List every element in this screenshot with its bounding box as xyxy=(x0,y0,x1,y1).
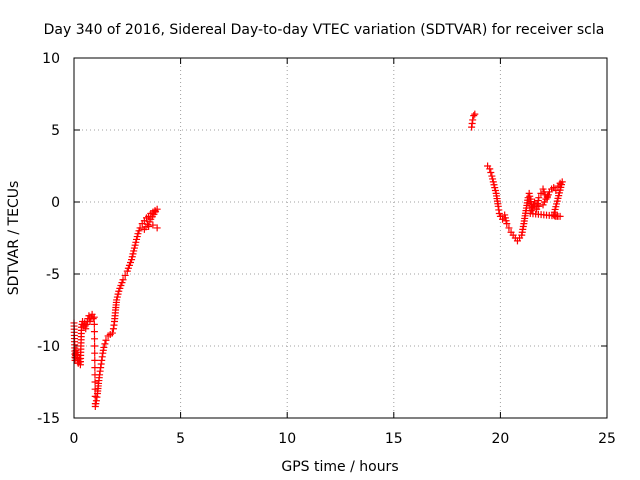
x-tick-label: 5 xyxy=(176,431,185,447)
data-point xyxy=(470,112,478,120)
data-point xyxy=(91,378,99,386)
data-point xyxy=(469,116,477,124)
data-point xyxy=(486,165,494,173)
data-point xyxy=(91,349,99,357)
x-tick-label: 10 xyxy=(278,431,296,447)
data-point xyxy=(136,224,144,232)
data-point xyxy=(90,320,98,328)
y-tick-label: 10 xyxy=(42,51,60,67)
y-tick-label: -10 xyxy=(37,339,60,355)
data-point xyxy=(543,192,551,200)
data-point xyxy=(535,202,543,210)
data-point xyxy=(101,340,109,348)
data-point xyxy=(487,168,495,176)
x-tick-label: 15 xyxy=(385,431,403,447)
data-point xyxy=(531,198,539,206)
chart-title: Day 340 of 2016, Sidereal Day-to-day VTE… xyxy=(44,22,605,38)
data-point xyxy=(535,194,543,202)
data-point xyxy=(140,225,148,233)
x-axis-label: GPS time / hours xyxy=(281,459,398,475)
data-point xyxy=(100,343,108,351)
grid-lines xyxy=(74,58,607,418)
x-tick-label: 0 xyxy=(70,431,79,447)
data-points xyxy=(70,110,566,410)
y-tick-label: 5 xyxy=(51,123,60,139)
plot-frame xyxy=(73,57,608,419)
y-axis-label: SDTVAR / TECUs xyxy=(6,181,22,296)
data-point xyxy=(149,221,157,229)
data-point xyxy=(471,110,479,118)
data-point xyxy=(505,224,513,232)
data-point xyxy=(102,336,110,344)
data-point xyxy=(108,329,116,337)
y-tick-label: -5 xyxy=(46,267,60,283)
data-point xyxy=(145,222,153,230)
data-point xyxy=(90,328,98,336)
y-tick-label: -15 xyxy=(37,411,60,427)
data-point xyxy=(82,325,90,333)
data-point xyxy=(119,276,127,284)
data-point xyxy=(121,271,129,279)
data-point xyxy=(89,315,97,323)
data-point xyxy=(91,335,99,343)
y-tick-label: 0 xyxy=(51,195,60,211)
data-point xyxy=(91,342,99,350)
data-point xyxy=(91,356,99,364)
data-point xyxy=(153,224,161,232)
data-point xyxy=(503,220,511,228)
x-tick-label: 25 xyxy=(598,431,616,447)
data-point xyxy=(537,189,545,197)
data-point xyxy=(90,313,98,321)
x-tick-label: 20 xyxy=(491,431,509,447)
